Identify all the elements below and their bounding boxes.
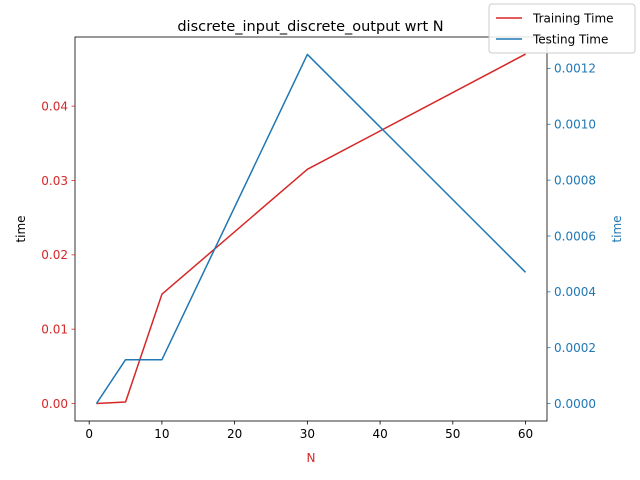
x-tick-label: 60 (518, 427, 533, 441)
legend: Training Time Testing Time (488, 3, 636, 54)
chart-title: discrete_input_discrete_output wrt N (177, 19, 443, 35)
right-y-axis-label: time (610, 215, 624, 242)
x-tick-label: 10 (154, 427, 169, 441)
right-y-tick-label: 0.0010 (554, 118, 596, 132)
right-y-tick-label: 0.0008 (554, 173, 596, 187)
x-tick-label: 20 (227, 427, 242, 441)
left-y-tick-label: 0.04 (41, 99, 68, 113)
right-y-tick-label: 0.0002 (554, 341, 596, 355)
plot-frame (74, 36, 548, 422)
x-axis-label: N (307, 451, 316, 465)
legend-label-1: Training Time (532, 11, 614, 25)
x-tick-label: 0 (85, 427, 93, 441)
series-line-1 (96, 53, 526, 405)
right-y-tick-label: 0.0000 (554, 397, 596, 411)
series-line-2 (95, 53, 527, 404)
left-y-axis-label: time (14, 215, 28, 242)
left-y-tick-label: 0.03 (41, 174, 68, 188)
legend-box (488, 3, 636, 54)
right-y-tick-label: 0.0012 (554, 62, 596, 76)
legend-label-2: Testing Time (532, 32, 608, 46)
x-tick-label: 40 (372, 427, 387, 441)
x-tick-label: 30 (300, 427, 315, 441)
x-tick-label: 50 (445, 427, 460, 441)
left-y-tick-label: 0.01 (41, 322, 68, 336)
right-y-tick-label: 0.0006 (554, 229, 596, 243)
left-y-tick-label: 0.00 (41, 397, 68, 411)
left-y-tick-label: 0.02 (41, 248, 68, 262)
plot-area: 0 10 20 30 40 50 60 0.00 0.01 0.02 0.03 0.04 0.0000 0… (41, 36, 596, 441)
right-y-tick-label: 0.0004 (554, 285, 596, 299)
